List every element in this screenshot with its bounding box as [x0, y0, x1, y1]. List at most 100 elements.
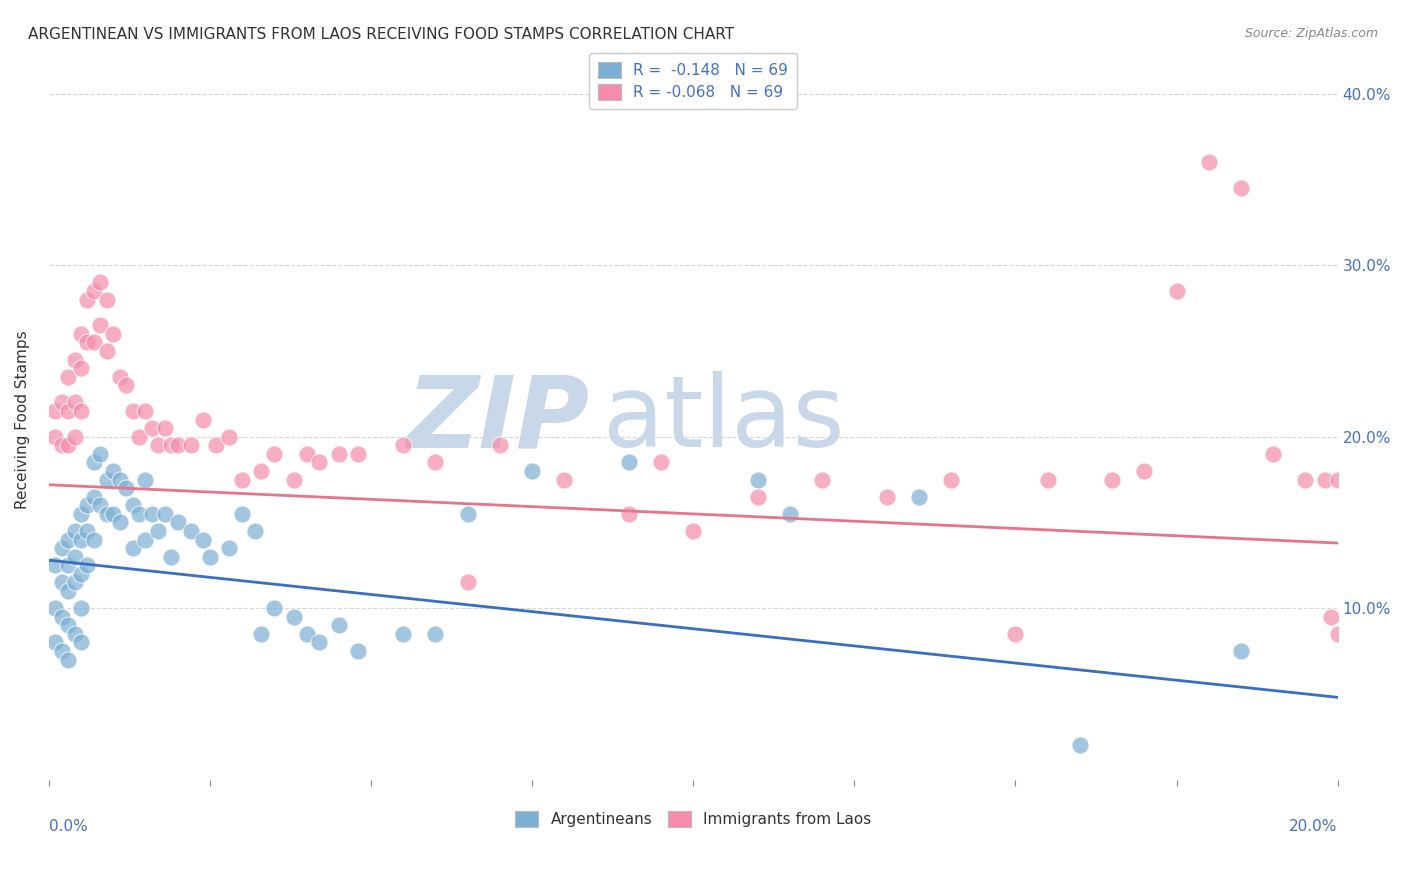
Point — [811, 473, 834, 487]
Point — [1036, 473, 1059, 487]
Point — [779, 507, 801, 521]
Point — [1320, 609, 1343, 624]
Point — [347, 447, 370, 461]
Point — [63, 430, 86, 444]
Point — [56, 618, 79, 632]
Point — [83, 335, 105, 350]
Point — [56, 438, 79, 452]
Point — [70, 566, 93, 581]
Point — [76, 558, 98, 573]
Point — [70, 326, 93, 341]
Point — [218, 541, 240, 556]
Point — [103, 464, 125, 478]
Point — [193, 533, 215, 547]
Point — [308, 455, 330, 469]
Point — [682, 524, 704, 538]
Point — [89, 276, 111, 290]
Point — [1198, 155, 1220, 169]
Point — [51, 609, 73, 624]
Point — [250, 627, 273, 641]
Point — [650, 455, 672, 469]
Point — [76, 293, 98, 307]
Point — [153, 507, 176, 521]
Point — [56, 404, 79, 418]
Point — [134, 473, 156, 487]
Point — [76, 335, 98, 350]
Point — [44, 404, 66, 418]
Point — [263, 601, 285, 615]
Point — [308, 635, 330, 649]
Text: 0.0%: 0.0% — [49, 819, 87, 834]
Point — [115, 378, 138, 392]
Point — [70, 507, 93, 521]
Point — [148, 524, 170, 538]
Point — [70, 635, 93, 649]
Point — [180, 524, 202, 538]
Text: ARGENTINEAN VS IMMIGRANTS FROM LAOS RECEIVING FOOD STAMPS CORRELATION CHART: ARGENTINEAN VS IMMIGRANTS FROM LAOS RECE… — [28, 27, 734, 42]
Point — [295, 447, 318, 461]
Point — [96, 293, 118, 307]
Point — [489, 438, 512, 452]
Point — [939, 473, 962, 487]
Point — [153, 421, 176, 435]
Point — [44, 558, 66, 573]
Point — [148, 438, 170, 452]
Legend: Argentineans, Immigrants from Laos: Argentineans, Immigrants from Laos — [509, 805, 877, 833]
Point — [457, 507, 479, 521]
Point — [617, 507, 640, 521]
Point — [425, 455, 447, 469]
Point — [108, 516, 131, 530]
Point — [907, 490, 929, 504]
Point — [243, 524, 266, 538]
Point — [295, 627, 318, 641]
Point — [56, 584, 79, 599]
Point — [283, 609, 305, 624]
Point — [1294, 473, 1316, 487]
Point — [115, 481, 138, 495]
Point — [198, 549, 221, 564]
Point — [96, 344, 118, 359]
Point — [231, 507, 253, 521]
Point — [134, 404, 156, 418]
Point — [76, 499, 98, 513]
Point — [283, 473, 305, 487]
Point — [747, 473, 769, 487]
Point — [166, 516, 188, 530]
Point — [392, 627, 415, 641]
Point — [1263, 447, 1285, 461]
Point — [134, 533, 156, 547]
Text: 20.0%: 20.0% — [1289, 819, 1337, 834]
Point — [56, 652, 79, 666]
Point — [520, 464, 543, 478]
Point — [328, 447, 350, 461]
Point — [180, 438, 202, 452]
Point — [70, 601, 93, 615]
Point — [1101, 473, 1123, 487]
Point — [218, 430, 240, 444]
Point — [128, 507, 150, 521]
Point — [51, 541, 73, 556]
Point — [56, 369, 79, 384]
Point — [392, 438, 415, 452]
Point — [89, 318, 111, 333]
Point — [44, 430, 66, 444]
Point — [70, 361, 93, 376]
Point — [1133, 464, 1156, 478]
Point — [89, 447, 111, 461]
Point — [44, 635, 66, 649]
Text: atlas: atlas — [603, 371, 845, 468]
Point — [231, 473, 253, 487]
Point — [250, 464, 273, 478]
Point — [83, 533, 105, 547]
Point — [63, 395, 86, 409]
Point — [347, 644, 370, 658]
Point — [1326, 473, 1348, 487]
Point — [193, 412, 215, 426]
Point — [1069, 739, 1091, 753]
Point — [128, 430, 150, 444]
Point — [83, 490, 105, 504]
Point — [44, 601, 66, 615]
Point — [63, 524, 86, 538]
Point — [553, 473, 575, 487]
Text: Source: ZipAtlas.com: Source: ZipAtlas.com — [1244, 27, 1378, 40]
